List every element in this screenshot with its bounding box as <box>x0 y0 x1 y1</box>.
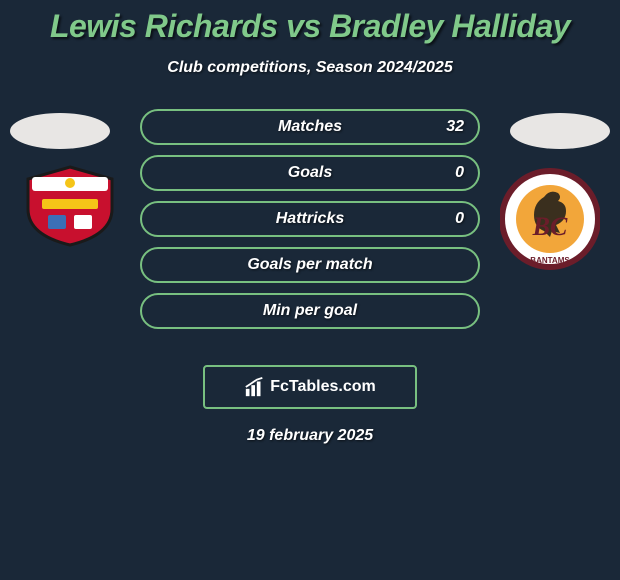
circle-badge-icon: BC BANTAMS <box>500 165 600 273</box>
player-photo-left-placeholder <box>10 113 110 149</box>
stat-row: Goals per match <box>140 247 480 283</box>
stat-row: Goals 0 <box>140 155 480 191</box>
stat-row: Hattricks 0 <box>140 201 480 237</box>
comparison-title: Lewis Richards vs Bradley Halliday <box>0 0 620 45</box>
fctables-logo: FcTables.com <box>203 365 417 409</box>
shield-icon <box>20 165 120 247</box>
stat-value-right: 0 <box>455 210 464 228</box>
club-badge-left <box>20 165 120 247</box>
stat-label: Goals <box>288 164 332 182</box>
club-badge-right: BC BANTAMS <box>500 165 600 273</box>
fctables-logo-text: FcTables.com <box>270 378 376 396</box>
svg-text:BANTAMS: BANTAMS <box>530 256 570 265</box>
stat-label: Matches <box>278 118 342 136</box>
comparison-subtitle: Club competitions, Season 2024/2025 <box>0 59 620 77</box>
svg-text:BC: BC <box>532 212 568 241</box>
comparison-date: 19 february 2025 <box>0 427 620 445</box>
stat-rows: Matches 32 Goals 0 Hattricks 0 Goals per match… <box>140 109 480 329</box>
stat-row: Min per goal <box>140 293 480 329</box>
stat-value-right: 32 <box>446 118 464 136</box>
stat-value-right: 0 <box>455 164 464 182</box>
stat-label: Hattricks <box>276 210 344 228</box>
stat-row: Matches 32 <box>140 109 480 145</box>
stat-label: Min per goal <box>263 302 357 320</box>
comparison-body: BC BANTAMS Matches32Goals0Hattricks0Goal… <box>0 109 620 349</box>
chart-icon <box>244 376 266 398</box>
stat-label: Goals per match <box>247 256 372 274</box>
player-photo-right-placeholder <box>510 113 610 149</box>
